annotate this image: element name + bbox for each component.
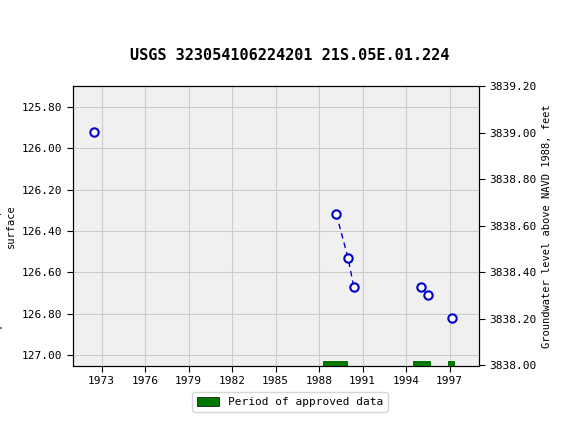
Y-axis label: Groundwater level above NAVD 1988, feet: Groundwater level above NAVD 1988, feet [542, 104, 552, 347]
Bar [448, 361, 455, 370]
Text: ≡USGS: ≡USGS [9, 11, 63, 29]
Bar [413, 361, 431, 370]
Bar [323, 361, 348, 370]
Legend: Period of approved data: Period of approved data [193, 392, 387, 412]
Text: USGS 323054106224201 21S.05E.01.224: USGS 323054106224201 21S.05E.01.224 [130, 48, 450, 62]
Y-axis label: Depth to water level, feet below land
surface: Depth to water level, feet below land su… [0, 110, 16, 341]
